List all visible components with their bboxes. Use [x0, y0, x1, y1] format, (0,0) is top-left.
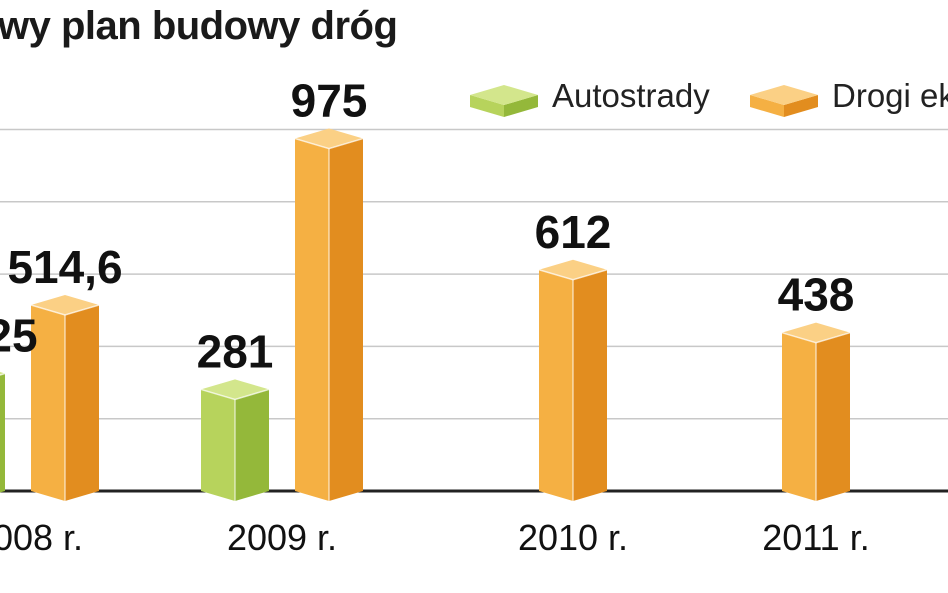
chart-title: wy plan budowy dróg [0, 4, 398, 48]
x-tick-labels: 008 r. 2009 r. 2010 r. 2011 r. [0, 517, 870, 558]
drogi-bar [538, 259, 608, 501]
bars [0, 128, 851, 501]
autostrady-bar [0, 372, 6, 493]
data-label: 438 [778, 269, 855, 321]
legend-item: Autostrady [470, 77, 710, 117]
data-labels: 25 514,6 281 975 612 438 [0, 75, 854, 378]
drogi-bar [30, 294, 100, 501]
x-tick-label: 2009 r. [227, 517, 337, 558]
legend-item: Drogi ek [750, 77, 948, 117]
x-tick-label: 2010 r. [518, 517, 628, 558]
legend-label: Autostrady [552, 77, 710, 114]
x-tick-label: 008 r. [0, 517, 83, 558]
drogi-bar [781, 322, 851, 501]
legend: Autostrady Drogi ek [470, 77, 948, 117]
x-tick-label: 2011 r. [762, 517, 869, 558]
data-label: 514,6 [7, 241, 122, 293]
data-label: 975 [291, 75, 368, 127]
legend-label: Drogi ek [832, 77, 948, 114]
data-label: 612 [535, 206, 612, 258]
data-label: 281 [197, 325, 274, 377]
drogi-bar [294, 128, 364, 501]
data-label: 25 [0, 310, 38, 362]
autostrady-bar [200, 379, 270, 501]
